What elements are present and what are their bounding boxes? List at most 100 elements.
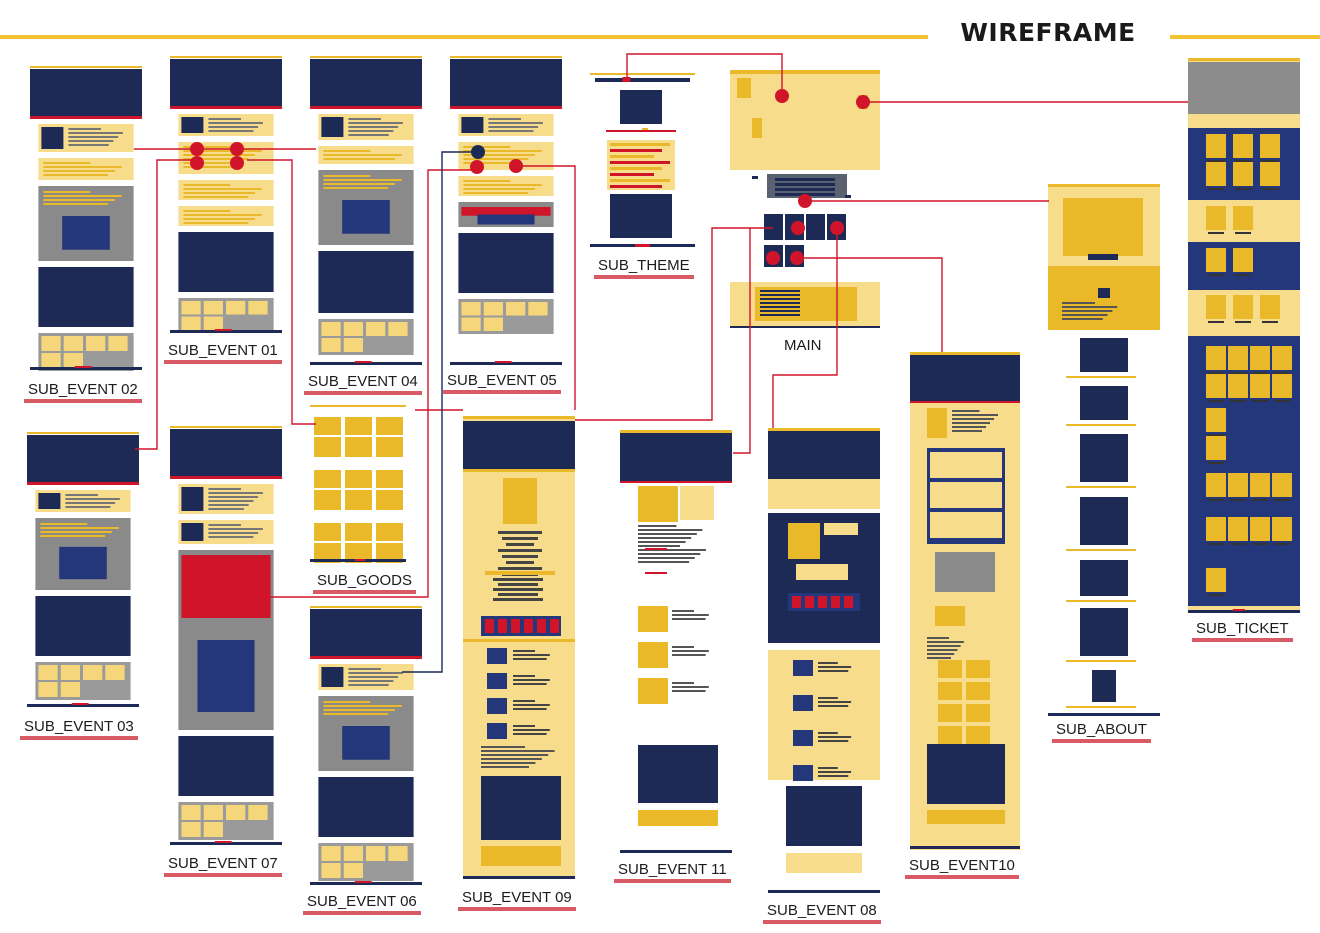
card	[966, 726, 990, 744]
thumb	[1098, 288, 1110, 298]
link-hotspot	[190, 156, 204, 170]
text-lines	[208, 496, 259, 498]
text-lines	[1252, 499, 1268, 501]
text-lines	[323, 183, 395, 185]
video-block	[927, 744, 1005, 804]
text-lines	[672, 690, 706, 692]
text-lines	[610, 161, 670, 164]
hero-accent	[463, 639, 575, 642]
hero-accent	[310, 656, 422, 659]
text-lines	[927, 641, 964, 643]
label-main: MAIN	[784, 337, 822, 354]
text-lines	[606, 130, 676, 132]
text-lines	[927, 657, 951, 659]
feature-banner	[461, 207, 551, 216]
card	[226, 822, 246, 837]
label-sub-event-08: SUB_EVENT 08	[763, 902, 881, 924]
hero-banner	[170, 59, 282, 106]
label-sub-event-02: SUB_EVENT 02	[24, 381, 142, 403]
text-lines	[513, 683, 547, 685]
link-hotspot	[190, 142, 204, 156]
ticket-card	[1272, 517, 1292, 541]
text-lines	[513, 733, 547, 735]
text-lines	[818, 771, 852, 773]
text-lines	[1208, 400, 1224, 402]
ticket-card	[1206, 408, 1226, 432]
text-lines	[513, 729, 550, 731]
label-sub-event-03: SUB_EVENT 03	[20, 718, 138, 740]
footer-accent	[354, 361, 372, 363]
page-topbar	[730, 70, 880, 74]
text-lines	[463, 146, 511, 148]
text-lines	[1252, 543, 1268, 545]
video-block	[35, 596, 131, 656]
text-lines	[488, 126, 539, 128]
text-lines	[952, 422, 990, 424]
card	[203, 805, 223, 820]
event-tile	[764, 214, 783, 240]
text-lines	[348, 676, 399, 678]
text-lines	[513, 654, 550, 656]
card	[638, 678, 668, 704]
ticket-card	[1206, 162, 1226, 186]
text-lines	[40, 535, 106, 537]
text-lines	[481, 746, 525, 748]
video-block	[318, 777, 414, 837]
text-lines	[348, 130, 394, 132]
video-block	[178, 232, 274, 292]
image-block	[1080, 338, 1128, 372]
thumb	[793, 730, 813, 746]
ticket-card	[1228, 517, 1248, 541]
card	[388, 846, 408, 861]
header-rule-left	[0, 35, 930, 39]
text-lines	[610, 185, 662, 188]
schedule-row	[930, 452, 1002, 478]
text-lines	[818, 705, 849, 707]
card	[461, 317, 481, 331]
text-lines	[642, 128, 648, 130]
page-topbar	[27, 432, 139, 434]
text-lines	[1062, 310, 1113, 312]
text-lines	[498, 593, 538, 596]
label-sub-event-01: SUB_EVENT 01	[164, 342, 282, 364]
card	[366, 338, 386, 352]
card	[938, 660, 962, 678]
text-lines	[463, 188, 535, 190]
text-lines	[348, 668, 381, 670]
link-hotspot	[856, 95, 870, 109]
text-lines	[610, 173, 654, 176]
ticket-card	[1206, 436, 1226, 460]
text-lines	[645, 572, 667, 574]
ticket-card	[1250, 473, 1270, 497]
image-block	[1080, 608, 1128, 656]
media-box	[342, 200, 390, 234]
text-lines	[672, 646, 694, 648]
text-lines	[183, 214, 262, 216]
card	[366, 322, 386, 336]
text-lines	[1066, 424, 1136, 426]
connector-line	[263, 169, 476, 598]
text-lines	[1274, 543, 1290, 545]
hero-banner	[170, 429, 282, 476]
label-sub-event-11: SUB_EVENT 11	[614, 861, 731, 883]
page-topbar	[1048, 184, 1160, 187]
text-lines	[208, 508, 244, 510]
ticket-card	[1228, 473, 1248, 497]
text-lines	[845, 195, 851, 198]
page-footer	[450, 362, 562, 365]
text-lines	[952, 426, 986, 428]
text-lines	[1252, 372, 1268, 374]
text-lines	[952, 418, 994, 420]
thumb	[181, 117, 204, 133]
text-block	[768, 479, 880, 509]
page-topbar	[310, 56, 422, 58]
text-lines	[348, 680, 394, 682]
poster	[638, 486, 678, 522]
text-lines	[183, 218, 255, 220]
text-lines	[1235, 160, 1251, 162]
text-lines	[183, 210, 231, 212]
text-lines	[610, 143, 670, 146]
label-sub-event-06: SUB_EVENT 06	[303, 893, 421, 915]
footer-accent	[71, 703, 89, 705]
text-lines	[1230, 499, 1246, 501]
